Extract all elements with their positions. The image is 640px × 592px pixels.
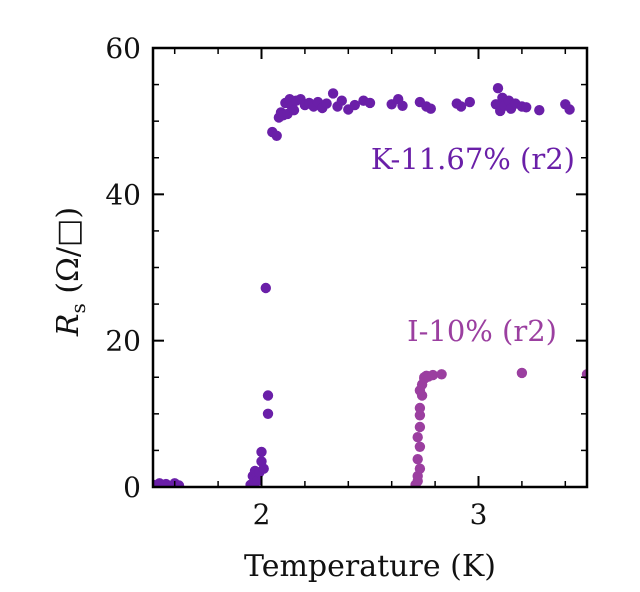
data-point-s1-5 <box>414 441 426 452</box>
data-point-s0-60 <box>521 102 532 113</box>
data-point-s1-3 <box>414 463 426 474</box>
series-label-i: I-10% (r2) <box>407 314 557 348</box>
data-point-s0-12 <box>256 446 267 458</box>
data-point-s0-39 <box>349 99 360 111</box>
data-point-s0-50 <box>464 96 475 108</box>
data-point-s0-15 <box>262 390 274 401</box>
data-point-s0-5 <box>163 481 174 487</box>
x-tick-label-0: 2 <box>253 498 271 531</box>
data-point-s0-35 <box>327 88 339 99</box>
data-point-s0-34 <box>321 98 332 109</box>
x-tick-label-1: 3 <box>470 498 488 531</box>
data-point-s0-47 <box>425 103 436 114</box>
data-point-s0-61 <box>534 105 545 116</box>
data-point-s1-8 <box>414 410 426 421</box>
x-axis-title: Temperature (K) <box>244 549 496 584</box>
data-point-s0-4 <box>173 480 185 487</box>
data-point-s1-7 <box>414 421 426 433</box>
y-tick-label-1: 20 <box>105 325 141 358</box>
data-point-s0-18 <box>271 130 282 141</box>
y-tick-label-3: 60 <box>105 32 141 65</box>
y-axis-title: Rs (Ω/□) <box>51 207 90 337</box>
data-point-s0-26 <box>288 105 300 116</box>
data-point-s0-13 <box>258 463 269 474</box>
data-point-s0-37 <box>336 95 347 106</box>
y-axis-subscript: s <box>66 303 90 313</box>
data-point-s0-9 <box>252 475 263 487</box>
data-point-s0-14 <box>262 408 274 419</box>
axis-ticks: 2 3 0 20 40 60 <box>105 32 587 531</box>
data-point-s0-63 <box>564 104 575 115</box>
y-axis-symbol: R <box>51 313 86 337</box>
data-point-s0-49 <box>455 101 467 112</box>
data-point-s0-41 <box>364 97 376 109</box>
plot-frame <box>151 46 589 489</box>
y-axis-unit: (Ω/□) <box>51 207 86 303</box>
data-point-s1-18 <box>436 369 447 380</box>
data-point-s1-9 <box>414 402 426 414</box>
data-point-s0-16 <box>260 282 271 294</box>
data-point-s1-6 <box>412 432 423 443</box>
data-point-s1-17 <box>427 369 439 381</box>
data-point-s0-52 <box>492 83 504 94</box>
y-tick-label-0: 0 <box>123 471 141 504</box>
data-point-s0-44 <box>397 100 408 112</box>
data-point-s1-4 <box>412 454 423 465</box>
y-tick-label-2: 40 <box>105 178 141 211</box>
data-point-s1-19 <box>516 367 528 379</box>
data-points <box>153 83 587 487</box>
series-label-k: K-11.67% (r2) <box>371 142 575 176</box>
